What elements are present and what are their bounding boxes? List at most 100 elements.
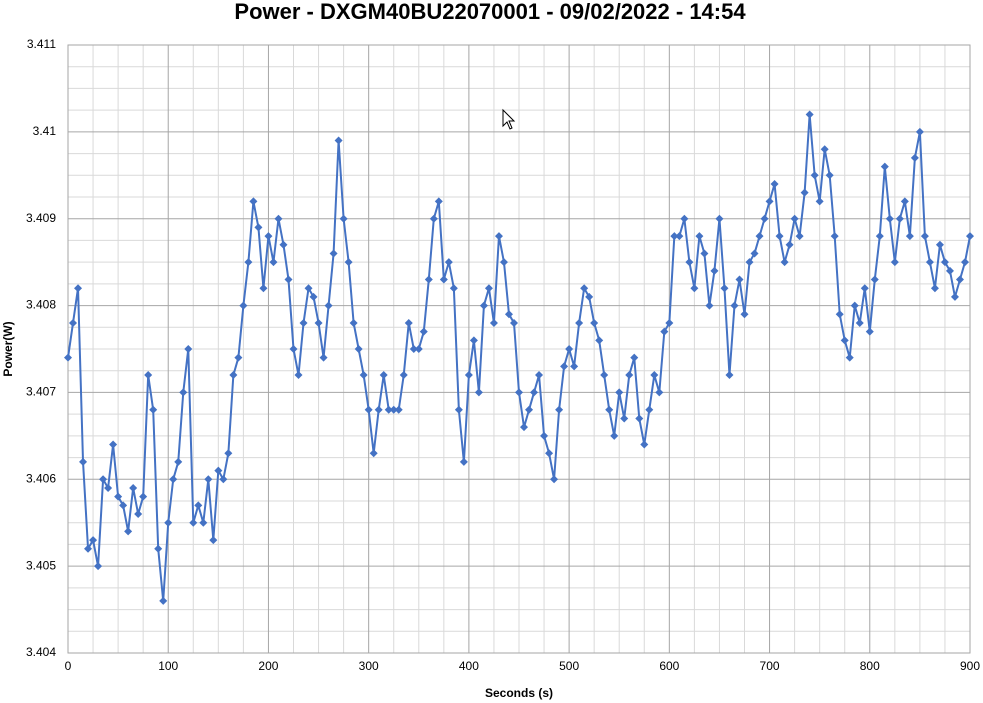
point-marker <box>389 405 398 414</box>
point-marker <box>129 483 138 492</box>
point-marker <box>89 536 98 545</box>
x-tick-label: 600 <box>659 659 679 673</box>
point-marker <box>429 214 438 223</box>
point-marker <box>625 371 634 380</box>
point-marker <box>209 536 218 545</box>
point-marker <box>605 405 614 414</box>
point-marker <box>294 371 303 380</box>
point-marker <box>399 371 408 380</box>
point-marker <box>499 258 508 267</box>
point-marker <box>680 214 689 223</box>
point-marker <box>950 292 959 301</box>
point-marker <box>479 301 488 310</box>
point-marker <box>64 353 72 362</box>
point-marker <box>464 371 473 380</box>
point-marker <box>239 301 248 310</box>
point-marker <box>580 284 589 293</box>
point-marker <box>770 179 779 188</box>
x-tick-label: 800 <box>860 659 880 673</box>
point-marker <box>249 197 258 206</box>
point-marker <box>349 318 358 327</box>
point-marker <box>224 449 233 458</box>
y-tick-label: 3.405 <box>26 558 56 572</box>
point-marker <box>610 431 619 440</box>
point-marker <box>745 258 754 267</box>
point-marker <box>409 345 418 353</box>
point-marker <box>930 284 939 293</box>
point-marker <box>94 562 103 571</box>
point-marker <box>765 197 774 206</box>
point-marker <box>109 440 118 449</box>
point-marker <box>314 318 323 327</box>
point-marker <box>650 371 659 380</box>
point-marker <box>184 345 193 353</box>
y-tick-label: 3.409 <box>26 211 56 225</box>
point-marker <box>750 249 759 258</box>
point-marker <box>254 223 263 232</box>
point-marker <box>885 214 894 223</box>
point-marker <box>219 475 228 484</box>
point-marker <box>309 292 318 301</box>
point-marker <box>509 318 518 327</box>
point-marker <box>925 258 934 267</box>
point-marker <box>735 275 744 284</box>
plot-border <box>67 44 971 654</box>
point-marker <box>274 214 283 223</box>
point-marker <box>865 327 874 336</box>
point-marker <box>259 284 268 293</box>
point-marker <box>905 232 914 241</box>
point-marker <box>384 405 393 414</box>
point-marker <box>835 310 844 319</box>
point-marker <box>635 414 644 423</box>
point-marker <box>775 232 784 241</box>
y-tick-label: 3.411 <box>27 37 56 51</box>
point-marker <box>880 162 889 171</box>
point-marker <box>615 388 624 397</box>
point-marker <box>69 318 78 327</box>
point-marker <box>530 388 539 397</box>
y-tick-label: 3.407 <box>26 385 56 399</box>
point-marker <box>685 258 694 267</box>
x-tick-label: 900 <box>960 659 980 673</box>
point-marker <box>915 127 924 136</box>
point-marker <box>469 336 478 345</box>
point-marker <box>359 371 368 380</box>
point-marker <box>935 240 944 249</box>
point-marker <box>710 266 719 275</box>
point-marker <box>139 492 148 501</box>
point-marker <box>114 492 123 501</box>
point-marker <box>324 301 333 310</box>
point-marker <box>179 388 188 397</box>
point-marker <box>269 258 278 267</box>
point-marker <box>920 232 929 241</box>
y-tick-label: 3.408 <box>26 298 56 312</box>
point-marker <box>484 284 493 293</box>
point-marker <box>154 544 163 553</box>
point-marker <box>144 371 153 380</box>
point-marker <box>439 275 448 284</box>
point-marker <box>84 544 93 553</box>
point-marker <box>860 284 869 293</box>
x-tick-label: 100 <box>158 659 178 673</box>
point-marker <box>119 501 128 510</box>
point-marker <box>419 327 428 336</box>
point-marker <box>675 232 684 241</box>
point-marker <box>805 110 814 119</box>
point-marker <box>955 275 964 284</box>
point-marker <box>99 475 108 484</box>
point-marker <box>374 405 383 414</box>
point-marker <box>945 266 954 275</box>
point-marker <box>284 275 293 284</box>
point-marker <box>489 318 498 327</box>
point-marker <box>715 214 724 223</box>
point-marker <box>690 284 699 293</box>
point-marker <box>790 214 799 223</box>
point-marker <box>189 518 198 527</box>
point-marker <box>454 405 463 414</box>
point-marker <box>199 518 208 527</box>
x-tick-label: 400 <box>459 659 479 673</box>
point-marker <box>504 310 513 319</box>
point-marker <box>655 388 664 397</box>
